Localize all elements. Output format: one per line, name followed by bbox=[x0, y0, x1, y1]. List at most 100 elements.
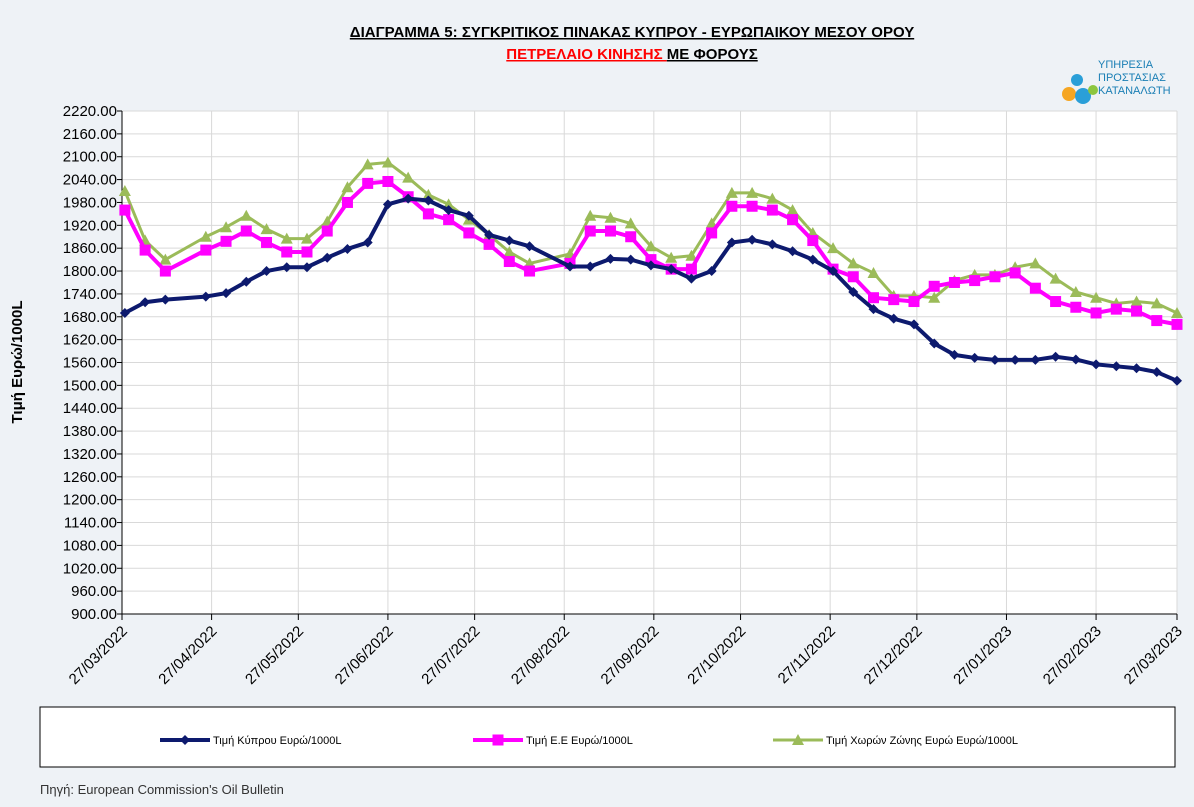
y-tick-label: 1260.00 bbox=[63, 469, 117, 486]
marker bbox=[403, 193, 414, 204]
marker bbox=[1111, 361, 1122, 372]
marker bbox=[847, 257, 860, 269]
marker bbox=[1009, 267, 1021, 279]
y-axis-label: Τιμή Ευρώ/1000L bbox=[9, 301, 26, 424]
marker bbox=[463, 210, 474, 221]
x-tick-label: 27/10/2022 bbox=[684, 623, 749, 688]
y-tick-label: 1080.00 bbox=[63, 537, 117, 554]
x-tick-label: 27/01/2023 bbox=[950, 623, 1015, 688]
y-tick-label: 1200.00 bbox=[63, 492, 117, 509]
logo-dot bbox=[1062, 87, 1076, 101]
marker bbox=[1029, 282, 1041, 294]
marker bbox=[928, 291, 941, 303]
logo-text: ΠΡΟΣΤΑΣΙΑΣ bbox=[1098, 72, 1166, 84]
marker bbox=[443, 205, 454, 216]
marker bbox=[1171, 318, 1183, 330]
marker bbox=[787, 246, 798, 257]
logo: ΥΠΗΡΕΣΙΑ ΠΡΟΣΤΑΣΙΑΣ ΚΑΤΑΝΑΛΩΤΗ bbox=[1062, 59, 1171, 104]
series bbox=[119, 193, 1182, 386]
y-tick-label: 1020.00 bbox=[63, 560, 117, 577]
marker bbox=[119, 204, 131, 216]
marker bbox=[705, 217, 718, 229]
marker bbox=[1070, 354, 1081, 365]
marker bbox=[686, 273, 697, 284]
marker bbox=[301, 262, 312, 273]
marker bbox=[787, 214, 799, 226]
marker bbox=[1090, 291, 1103, 303]
marker bbox=[240, 209, 253, 221]
marker bbox=[868, 304, 879, 315]
marker bbox=[1010, 354, 1021, 365]
legend-label: Τιμή Χωρών Ζώνης Ευρώ Ευρώ/1000L bbox=[826, 735, 1018, 747]
marker bbox=[281, 246, 293, 258]
marker bbox=[240, 225, 252, 237]
marker bbox=[989, 354, 1000, 365]
x-tick-label: 27/11/2022 bbox=[775, 623, 839, 687]
y-tick-label: 1980.00 bbox=[63, 194, 117, 211]
y-tick-label: 960.00 bbox=[71, 583, 117, 600]
marker bbox=[504, 235, 515, 246]
marker bbox=[685, 249, 698, 261]
marker bbox=[989, 271, 1001, 283]
marker bbox=[382, 199, 393, 210]
logo-text: ΥΠΗΡΕΣΙΑ bbox=[1098, 59, 1154, 71]
marker bbox=[1030, 354, 1041, 365]
legend-box bbox=[39, 706, 1176, 768]
marker bbox=[807, 254, 818, 265]
marker bbox=[848, 287, 859, 298]
marker bbox=[422, 208, 434, 220]
chart-title: ΔΙΑΓΡΑΜΜΑ 5: ΣΥΓΚΡΙΤΙΚΟΣ ΠΙΝΑΚΑΣ ΚΥΠΡΟΥ … bbox=[350, 24, 914, 41]
marker bbox=[524, 265, 536, 277]
marker bbox=[159, 265, 171, 277]
chart-subtitle: ΠΕΤΡΕΛΑΙΟ ΚΙΝΗΣΗΣ ΜΕ ΦΟΡΟΥΣ bbox=[506, 46, 757, 63]
marker bbox=[1171, 306, 1183, 318]
legend-label: Τιμή Κύπρου Ευρώ/1000L bbox=[213, 735, 342, 747]
x-tick-label: 27/02/2023 bbox=[1040, 623, 1105, 688]
marker bbox=[361, 158, 374, 170]
logo-dot bbox=[1075, 88, 1091, 104]
y-tick-label: 2220.00 bbox=[63, 103, 117, 120]
marker bbox=[908, 296, 920, 308]
marker bbox=[625, 231, 637, 243]
marker bbox=[1050, 351, 1061, 362]
marker bbox=[969, 352, 980, 363]
marker bbox=[928, 280, 940, 292]
marker bbox=[747, 234, 758, 245]
marker bbox=[200, 291, 211, 302]
y-tick-label: 1380.00 bbox=[63, 423, 117, 440]
marker bbox=[241, 276, 252, 287]
marker bbox=[706, 266, 717, 277]
marker bbox=[524, 241, 535, 252]
x-tick-label: 27/07/2022 bbox=[418, 623, 483, 688]
marker bbox=[847, 271, 859, 283]
marker bbox=[492, 734, 504, 746]
marker bbox=[685, 263, 697, 275]
marker bbox=[867, 266, 880, 278]
source-note: Πηγή: European Commission's Oil Bulletin bbox=[40, 782, 284, 797]
x-tick-label: 27/03/2022 bbox=[66, 623, 131, 688]
marker bbox=[565, 261, 576, 272]
marker bbox=[300, 232, 313, 244]
marker bbox=[382, 175, 394, 187]
marker bbox=[423, 195, 434, 206]
marker bbox=[792, 734, 804, 745]
marker bbox=[929, 338, 940, 349]
marker bbox=[341, 181, 354, 193]
marker bbox=[422, 188, 435, 200]
marker bbox=[1069, 286, 1082, 298]
marker bbox=[645, 260, 656, 271]
marker bbox=[220, 235, 232, 247]
marker bbox=[322, 252, 333, 263]
marker bbox=[726, 200, 738, 212]
y-tick-label: 1620.00 bbox=[63, 332, 117, 349]
marker bbox=[766, 204, 778, 216]
marker bbox=[260, 223, 273, 235]
marker bbox=[948, 276, 960, 288]
marker bbox=[604, 225, 616, 237]
marker bbox=[159, 253, 172, 265]
marker bbox=[1029, 257, 1042, 269]
y-tick-label: 1740.00 bbox=[63, 286, 117, 303]
marker bbox=[746, 200, 758, 212]
